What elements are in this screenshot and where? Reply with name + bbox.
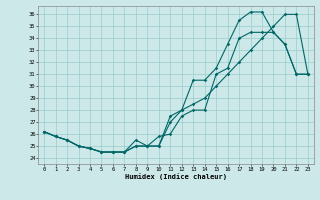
X-axis label: Humidex (Indice chaleur): Humidex (Indice chaleur) <box>125 173 227 180</box>
